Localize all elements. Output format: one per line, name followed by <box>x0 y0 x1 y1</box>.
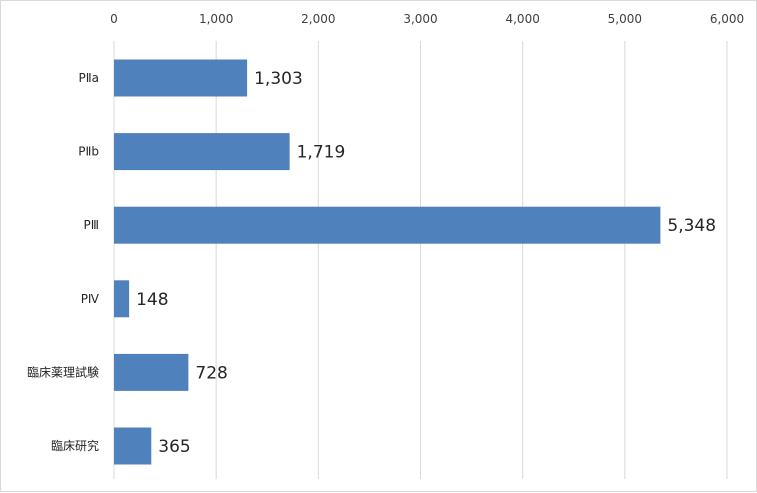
data-label: 148 <box>136 290 168 310</box>
x-tick-label: 4,000 <box>505 12 539 26</box>
category-label: PⅣ <box>81 292 99 306</box>
gridlines <box>113 41 728 479</box>
x-tick-label: 6,000 <box>710 12 744 26</box>
x-axis-tick-labels: 0 1,000 2,000 3,000 4,000 5,000 6,000 <box>110 12 744 26</box>
category-label: PⅡb <box>78 145 99 159</box>
x-tick-label: 0 <box>110 12 118 26</box>
data-label: 1,303 <box>254 69 303 89</box>
x-tick-label: 1,000 <box>199 12 233 26</box>
category-label: PⅡa <box>79 71 100 85</box>
category-label: 臨床研究 <box>51 438 99 453</box>
bar <box>114 427 152 465</box>
category-label: PⅢ <box>83 218 99 232</box>
bar <box>114 280 130 318</box>
data-label: 5,348 <box>667 216 716 236</box>
bar <box>114 133 290 171</box>
data-label: 728 <box>195 363 227 383</box>
x-tick-label: 2,000 <box>301 12 335 26</box>
x-tick-label: 5,000 <box>608 12 642 26</box>
bar <box>114 59 248 97</box>
bar <box>114 353 189 391</box>
category-label: 臨床薬理試験 <box>27 364 99 379</box>
bars <box>114 59 661 465</box>
data-label: 365 <box>158 437 190 457</box>
bar <box>114 206 661 244</box>
data-label: 1,719 <box>297 143 346 163</box>
data-labels: 1,303 1,719 5,348 148 728 365 <box>136 69 716 457</box>
x-tick-label: 3,000 <box>403 12 437 26</box>
